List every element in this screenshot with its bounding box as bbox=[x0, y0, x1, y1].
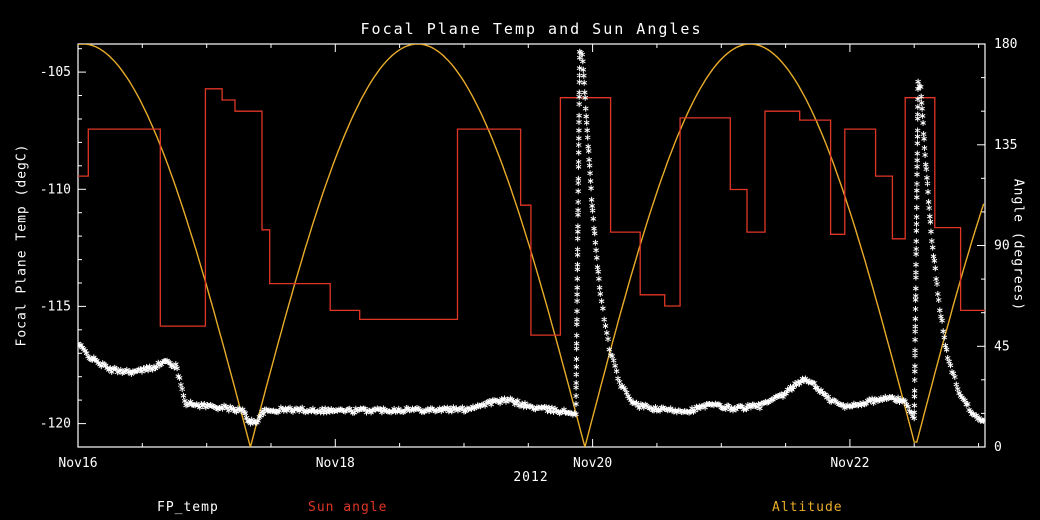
tick-label: Nov16 bbox=[58, 456, 97, 471]
x-axis-label-year: 2012 bbox=[513, 470, 549, 485]
tick-label: Nov18 bbox=[316, 456, 355, 471]
tick-label: 45 bbox=[994, 339, 1010, 354]
tick-label: -120 bbox=[40, 417, 71, 432]
tick-label: -115 bbox=[40, 299, 71, 314]
axis-tick-labels: Nov16 Nov18 Nov20 Nov22 -105 -110 -115 -120 0 45 9… bbox=[40, 37, 1018, 471]
series-sun-angle bbox=[78, 88, 985, 336]
tick-label: -110 bbox=[40, 182, 71, 197]
y-axis-label-right: Angle (degrees) bbox=[1010, 178, 1026, 312]
tick-label: 180 bbox=[994, 37, 1017, 52]
series-fp-temp bbox=[78, 48, 985, 427]
tick-label: Nov20 bbox=[573, 456, 612, 471]
y-axis-label-left: Focal Plane Temp (degC) bbox=[14, 143, 30, 347]
tick-label: Nov22 bbox=[830, 456, 869, 471]
tick-label: 135 bbox=[994, 138, 1017, 153]
tick-label: 0 bbox=[994, 440, 1002, 455]
series-layer bbox=[78, 44, 985, 447]
axis-ticks bbox=[77, 43, 985, 448]
tick-label: -105 bbox=[40, 65, 71, 80]
chart-title: Focal Plane Temp and Sun Angles bbox=[360, 20, 703, 38]
tick-label: 90 bbox=[994, 239, 1010, 254]
